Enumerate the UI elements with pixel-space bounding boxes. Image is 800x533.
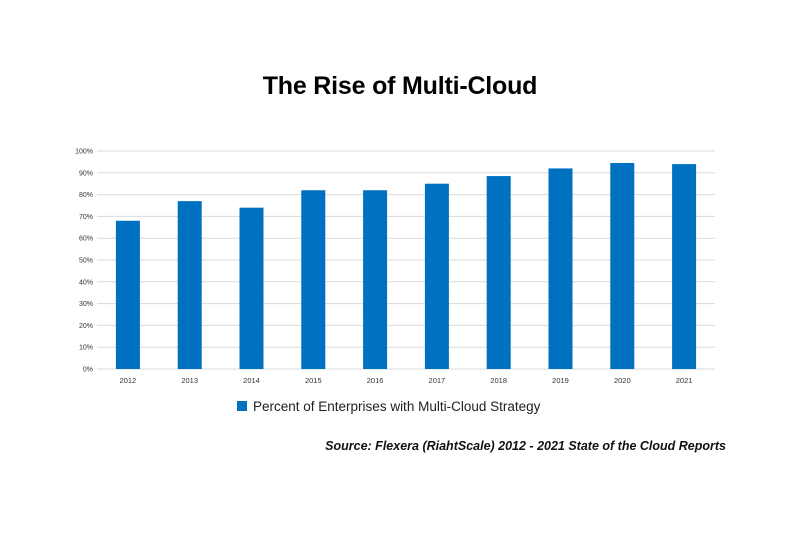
source-note: Source: Flexera (RiahtScale) 2012 - 2021… xyxy=(325,439,726,453)
x-tick-label: 2020 xyxy=(614,376,631,385)
y-tick-label: 20% xyxy=(79,323,93,330)
bar-2018 xyxy=(486,176,511,369)
y-tick-label: 30% xyxy=(79,301,93,308)
x-tick-label: 2016 xyxy=(367,376,384,385)
x-tick-label: 2021 xyxy=(676,376,693,385)
chart-title: The Rise of Multi-Cloud xyxy=(262,72,538,100)
bar-2012 xyxy=(115,220,140,369)
bar-2017 xyxy=(424,183,449,369)
x-tick-label: 2015 xyxy=(305,376,322,385)
x-tick-label: 2019 xyxy=(552,376,569,385)
bar-2021 xyxy=(672,164,697,369)
y-tick-label: 100% xyxy=(75,149,93,156)
legend-swatch xyxy=(237,401,247,411)
bar-2014 xyxy=(239,207,264,369)
x-tick-label: 2013 xyxy=(181,376,198,385)
bar-2020 xyxy=(610,162,635,369)
bar-2019 xyxy=(548,168,573,369)
x-tick-label: 2014 xyxy=(243,376,260,385)
y-tick-label: 70% xyxy=(79,214,93,221)
y-tick-label: 40% xyxy=(79,279,93,286)
y-tick-label: 0% xyxy=(83,367,93,374)
bar-2013 xyxy=(177,201,202,369)
legend-label: Percent of Enterprises with Multi-Cloud … xyxy=(253,398,541,414)
y-tick-label: 10% xyxy=(79,345,93,352)
legend: Percent of Enterprises with Multi-Cloud … xyxy=(237,398,540,414)
y-tick-label: 80% xyxy=(79,192,93,199)
x-axis-tick-labels: 2012 2013 2014 2015 2016 2017 2018 2019 2020 2021 xyxy=(120,376,693,385)
y-axis-tick-labels: 0% 10% 20% 30% 40% 50% 60% 70% 80% 90% 100% xyxy=(75,149,93,374)
y-tick-label: 50% xyxy=(79,258,93,265)
x-tick-label: 2018 xyxy=(490,376,507,385)
y-tick-label: 60% xyxy=(79,236,93,243)
y-tick-label: 90% xyxy=(79,170,93,177)
x-tick-label: 2017 xyxy=(429,376,446,385)
bar-2015 xyxy=(301,190,326,369)
x-tick-label: 2012 xyxy=(120,376,137,385)
bars xyxy=(115,162,697,369)
bar-2016 xyxy=(363,190,388,369)
